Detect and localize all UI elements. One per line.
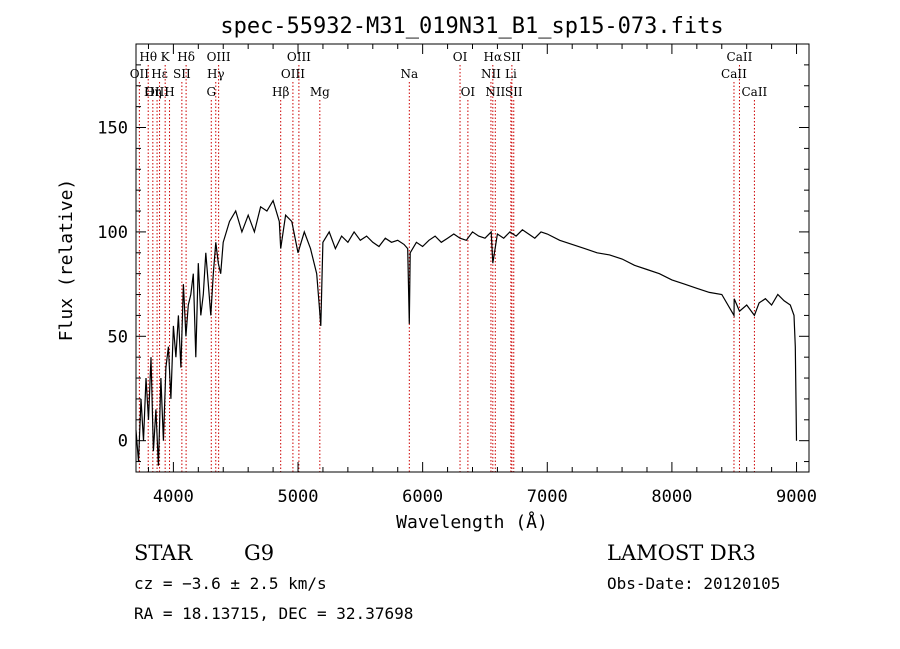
object-subclass: G9	[244, 541, 274, 565]
emission-line-label: CaII	[721, 67, 747, 81]
emission-line-label: OII	[130, 67, 150, 81]
emission-line-markers	[138, 65, 755, 472]
emission-line-label: NII	[485, 85, 505, 99]
chart-title: spec-55932-M31_019N31_B1_sp15-073.fits	[220, 14, 723, 39]
velocity-readout: cz = −3.6 ± 2.5 km/s	[134, 574, 327, 593]
plot-frame	[135, 43, 810, 473]
emission-line-label: OI	[453, 50, 468, 64]
y-axis-label: Flux (relative)	[56, 179, 77, 342]
emission-line-label: G	[206, 85, 216, 99]
y-axis-ticks: 0 50 100 150	[97, 64, 809, 463]
emission-line-label: Hη	[144, 85, 162, 99]
y-tick-label: 50	[108, 327, 128, 347]
emission-line-label: H	[164, 85, 174, 99]
emission-line-label: K	[161, 50, 171, 64]
obs-date: Obs-Date: 20120105	[607, 574, 780, 593]
emission-line-label: CaII	[727, 50, 753, 64]
emission-line-label: OIII	[281, 67, 305, 81]
emission-line-label: NII	[481, 67, 501, 81]
y-tick-label: 150	[97, 119, 128, 139]
emission-line-label: SII	[173, 67, 191, 81]
spectrum-line	[135, 199, 798, 466]
x-axis-label: Wavelength (Å)	[396, 511, 548, 533]
survey-name: LAMOST DR3	[607, 541, 756, 565]
x-tick-label: 8000	[651, 487, 692, 507]
emission-line-label: Hα	[484, 50, 503, 64]
emission-line-label: OIII	[207, 50, 231, 64]
x-tick-label: 6000	[402, 487, 443, 507]
emission-line-label: CaII	[741, 85, 767, 99]
emission-line-label: Hβ	[272, 85, 289, 99]
emission-line-label: SII	[503, 50, 521, 64]
object-class: STAR	[134, 541, 193, 565]
emission-line-label: OIII	[287, 50, 311, 64]
emission-line-label: Mg	[310, 85, 330, 99]
emission-line-label: OIII	[145, 85, 169, 99]
emission-line-label: Hγ	[207, 67, 225, 81]
emission-line-label: Na	[400, 67, 418, 81]
emission-line-labels: Hθ OII OIII K Hε Hη SII H Hδ OIII Hγ G OIII OIII Hβ Mg N…	[130, 50, 768, 99]
x-tick-label: 5000	[278, 487, 319, 507]
x-tick-label: 7000	[527, 487, 568, 507]
x-tick-label: 4000	[153, 487, 194, 507]
emission-line-label: Li	[505, 67, 517, 81]
emission-line-label: Hε	[151, 67, 168, 81]
y-tick-label: 0	[118, 432, 128, 452]
emission-line-label: Hδ	[177, 50, 195, 64]
coordinates: RA = 18.13715, DEC = 32.37698	[134, 604, 413, 623]
emission-line-label: OI	[461, 85, 476, 99]
emission-line-label: Hθ	[139, 50, 157, 64]
x-tick-label: 9000	[776, 487, 817, 507]
x-axis-ticks: 4000 5000 6000 7000 8000 9000	[147, 44, 817, 507]
emission-line-label: SII	[505, 85, 523, 99]
y-tick-label: 100	[97, 223, 128, 243]
